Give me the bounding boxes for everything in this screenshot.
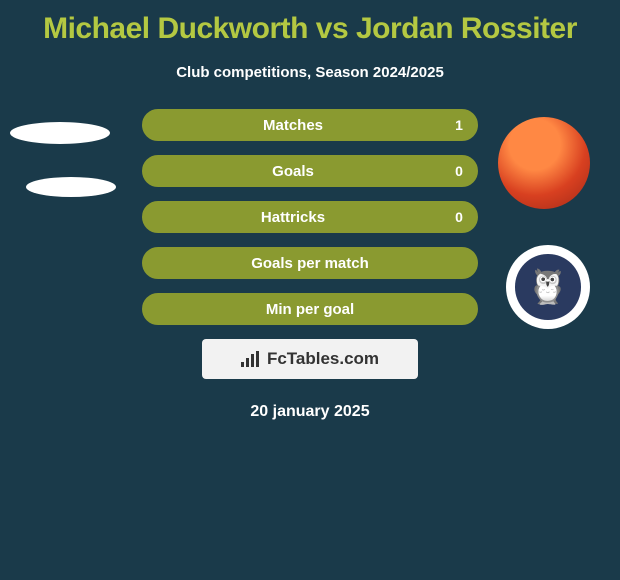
- stat-label: Goals per match: [144, 249, 476, 277]
- stat-label: Hattricks: [144, 203, 442, 231]
- stat-label: Min per goal: [144, 295, 476, 323]
- brand-text: FcTables.com: [267, 349, 379, 369]
- player-right-avatar: [498, 117, 590, 209]
- comparison-section: 🦉 Matches 1 Goals 0 Hattricks 0 Goals pe…: [0, 109, 620, 325]
- stat-row: Matches 1: [142, 109, 478, 141]
- stat-row: Goals per match: [142, 247, 478, 279]
- stat-label: Goals: [144, 157, 442, 185]
- brand-badge: FcTables.com: [202, 339, 418, 379]
- stat-row: Hattricks 0: [142, 201, 478, 233]
- stat-row: Goals 0: [142, 155, 478, 187]
- player-left-avatar-placeholder: [10, 122, 110, 144]
- owl-icon: 🦉: [527, 267, 569, 307]
- bars-icon: [241, 351, 261, 367]
- stat-value: 0: [442, 203, 476, 231]
- stat-value: 1: [442, 111, 476, 139]
- subtitle: Club competitions, Season 2024/2025: [0, 64, 620, 81]
- stat-row: Min per goal: [142, 293, 478, 325]
- club-right-crest: 🦉: [506, 245, 590, 329]
- club-left-avatar-placeholder: [26, 177, 116, 197]
- date-label: 20 january 2025: [0, 403, 620, 421]
- stat-value: 0: [442, 157, 476, 185]
- stats-rows: Matches 1 Goals 0 Hattricks 0 Goals per …: [142, 109, 478, 325]
- page-title: Michael Duckworth vs Jordan Rossiter: [0, 0, 620, 46]
- stat-label: Matches: [144, 111, 442, 139]
